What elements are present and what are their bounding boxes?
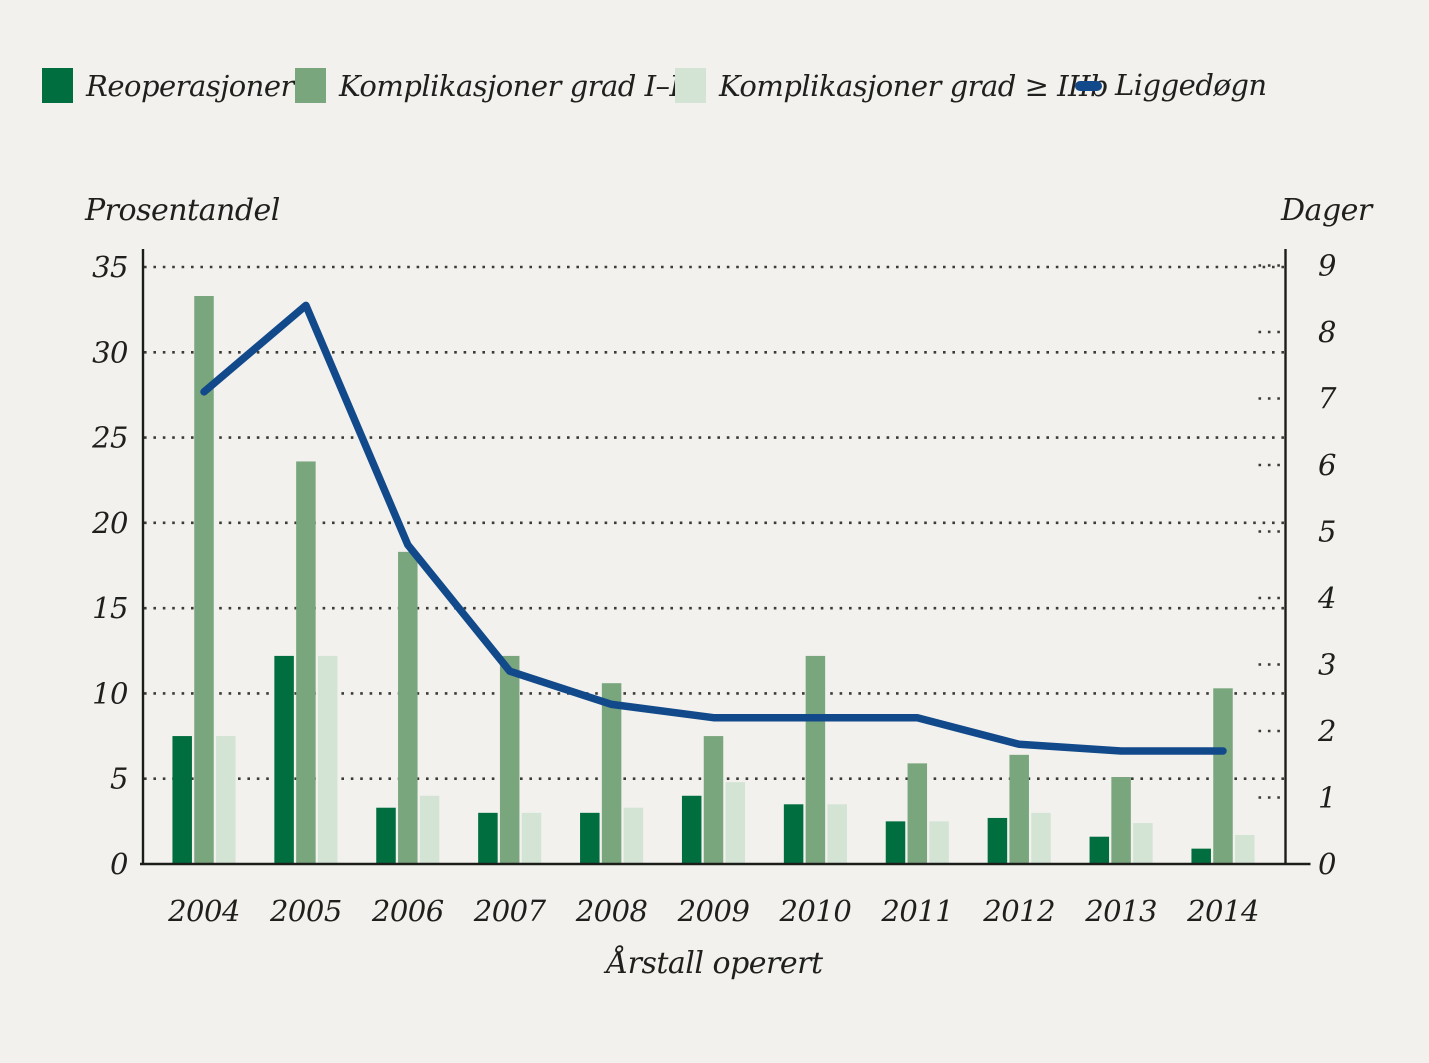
bar-medium_green-2012	[1009, 754, 1029, 863]
bar-medium_green-2014	[1213, 688, 1233, 863]
year-label: 2008	[575, 894, 648, 928]
bar-medium_green-2005	[296, 461, 316, 863]
bar-dark_green-2007	[478, 812, 498, 863]
right-tick-label: 9	[1318, 249, 1336, 283]
bar-dark_green-2006	[376, 807, 396, 863]
right-axis-title: Dager	[1281, 193, 1372, 228]
bar-medium_green-2013	[1111, 777, 1131, 863]
legend-item-komplikasjoner-i-iv: Komplikasjoner grad I–IV	[295, 68, 701, 103]
year-label: 2013	[1084, 894, 1157, 928]
left-axis-title: Prosentandel	[85, 193, 280, 228]
bar-light_green-2014	[1235, 835, 1255, 863]
bar-dark_green-2012	[987, 817, 1008, 863]
right-tick-label: 5	[1318, 515, 1336, 549]
bar-light_green-2006	[419, 795, 440, 863]
bar-dark_green-2008	[580, 812, 600, 863]
right-tick-label: 6	[1318, 448, 1336, 482]
legend-item-reoperasjoner: Reoperasjoner	[42, 68, 294, 103]
bar-medium_green-2010	[805, 655, 826, 863]
right-tick-label: 4	[1317, 581, 1336, 615]
year-label: 2004	[167, 894, 240, 928]
bar-light_green-2011	[929, 821, 949, 863]
left-tick-label: 0	[110, 847, 128, 881]
bar-light_green-2008	[623, 807, 644, 863]
legend-label-reoperasjoner: Reoperasjoner	[86, 68, 294, 103]
bar-dark_green-2005	[274, 655, 294, 863]
year-label: 2009	[677, 894, 750, 928]
left-tick-label: 10	[92, 676, 128, 710]
left-tick-label: 30	[92, 335, 128, 369]
legend-swatch-komplikasjoner-iiib	[675, 68, 706, 103]
year-label: 2014	[1186, 894, 1259, 928]
year-label: 2005	[269, 894, 342, 928]
bar-medium_green-2009	[703, 736, 724, 863]
year-label: 2012	[982, 894, 1055, 928]
year-label: 2011	[880, 894, 953, 928]
legend-swatch-komplikasjoner-i-iv	[295, 68, 326, 103]
year-label: 2010	[778, 894, 851, 928]
left-tick-label: 5	[110, 762, 128, 796]
right-tick-label: 0	[1318, 847, 1336, 881]
chart-svg: 0 5 10 15 20 25 30 35 0 1 2 3 4 5 6 7 8 9 2004 2005 2006 2007…	[91, 249, 1337, 929]
right-tick-label: 3	[1318, 648, 1336, 682]
left-tick-label: 15	[92, 591, 128, 625]
bar-dark_green-2004	[172, 736, 192, 863]
bar-dark_green-2014	[1191, 848, 1211, 863]
x-axis-title: Årstall operert	[606, 946, 823, 981]
bar-dark_green-2009	[681, 795, 702, 863]
left-tick-label: 35	[92, 250, 128, 284]
left-tick-label: 20	[91, 506, 128, 540]
bar-light_green-2007	[521, 812, 542, 863]
legend: Reoperasjoner Komplikasjoner grad I–IV K…	[0, 0, 1429, 140]
bar-light_green-2005	[317, 655, 338, 863]
year-label: 2007	[473, 894, 547, 928]
legend-line-swatch-liggedogn	[1075, 81, 1102, 91]
year-label: 2006	[371, 894, 444, 928]
bar-medium_green-2008	[601, 683, 622, 863]
left-tick-label: 25	[91, 421, 128, 455]
bar-dark_green-2010	[783, 804, 804, 863]
right-tick-label: 8	[1318, 315, 1336, 349]
legend-label-komplikasjoner-i-iv: Komplikasjoner grad I–IV	[339, 68, 701, 103]
bar-medium_green-2006	[398, 551, 418, 863]
bar-light_green-2013	[1133, 823, 1153, 863]
right-tick-label: 7	[1318, 382, 1337, 416]
bar-medium_green-2004	[194, 295, 214, 863]
right-tick-label: 2	[1317, 714, 1336, 748]
bar-medium_green-2007	[499, 655, 520, 863]
liggedogn-line	[200, 301, 1227, 755]
bar-light_green-2010	[827, 804, 847, 863]
bar-dark_green-2013	[1089, 836, 1110, 863]
legend-label-komplikasjoner-iiib: Komplikasjoner grad ≥ IIIb	[719, 68, 1109, 103]
legend-item-komplikasjoner-iiib: Komplikasjoner grad ≥ IIIb	[675, 68, 1109, 103]
legend-label-liggedogn: Liggedøgn	[1115, 68, 1267, 102]
bar-light_green-2012	[1031, 812, 1051, 863]
legend-item-liggedogn: Liggedøgn	[1075, 68, 1267, 102]
bar-light_green-2004	[216, 736, 236, 863]
legend-swatch-reoperasjoner	[42, 68, 73, 103]
bar-light_green-2009	[725, 782, 746, 863]
right-tick-label: 1	[1318, 781, 1336, 815]
bar-medium_green-2011	[907, 763, 928, 863]
bar-dark_green-2011	[885, 821, 906, 863]
